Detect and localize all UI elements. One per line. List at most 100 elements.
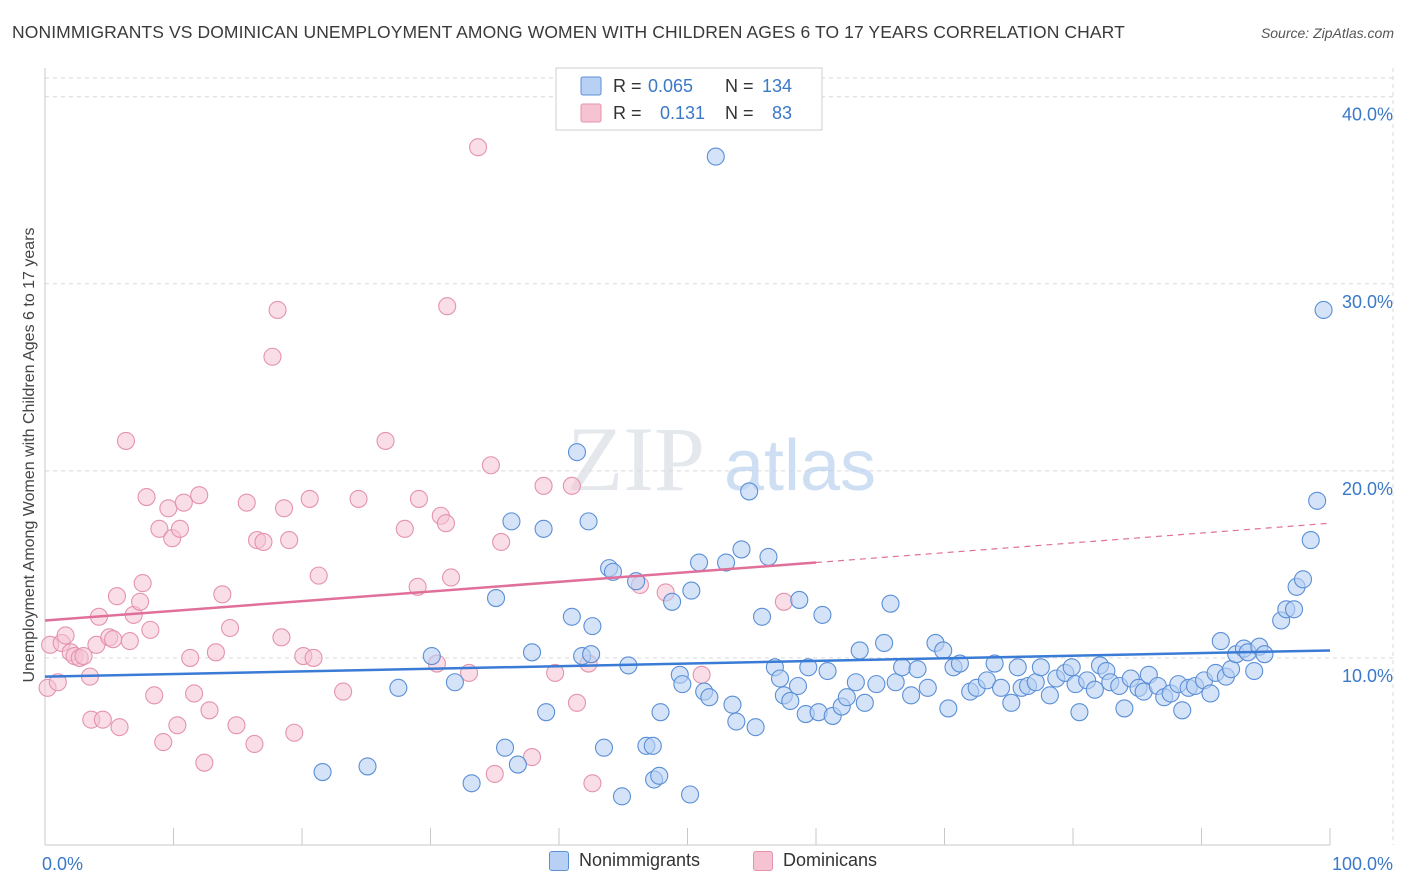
nonimmigrants-point-10 — [508, 755, 527, 774]
x-tick-label-1: 100.0% — [1332, 854, 1393, 874]
nonimmigrants-point-32 — [673, 675, 692, 694]
dominicans-point-59 — [395, 519, 414, 538]
dominicans-point-74 — [546, 663, 565, 682]
nonimmigrants-point-118 — [1245, 661, 1264, 681]
legend-n-value-2: 83 — [772, 103, 792, 123]
dominicans-point-57 — [349, 489, 368, 508]
dominicans-point-71 — [492, 532, 511, 551]
legend-swatch-dominicans — [580, 103, 602, 123]
nonimmigrants-point-42 — [746, 718, 765, 737]
dominicans-point-36 — [195, 753, 214, 772]
dominicans-point-50 — [280, 531, 299, 550]
x-tick-label-0: 0.0% — [42, 854, 83, 874]
legend-r-label-1: R = — [613, 76, 642, 96]
dominicans-point-61 — [409, 489, 428, 508]
dominicans-trend-line — [44, 561, 817, 622]
nonimmigrants-point-64 — [886, 673, 905, 692]
nonimmigrants-point-40 — [732, 540, 751, 559]
nonimmigrants-point-36 — [700, 688, 719, 707]
dominicans-point-53 — [300, 489, 319, 508]
legend-r-label-2: R = — [613, 103, 642, 123]
nonimmigrants-point-49 — [788, 676, 808, 696]
nonimmigrants-point-33 — [682, 581, 701, 600]
dominicans-point-69 — [481, 456, 500, 475]
y-tick-label-3: 40.0% — [1342, 105, 1393, 125]
trend-lines — [44, 522, 1331, 678]
chart-title: NONIMMIGRANTS VS DOMINICAN UNEMPLOYMENT … — [12, 22, 1125, 42]
nonimmigrants-point-5 — [486, 589, 506, 608]
dominicans-point-47 — [268, 300, 287, 320]
nonimmigrants-point-29 — [651, 703, 670, 722]
dominicans-point-22 — [133, 574, 152, 593]
legend-item-nonimmigrants: Nonimmigrants — [549, 850, 700, 871]
axes — [44, 68, 1331, 846]
nonimmigrants-point-19 — [594, 738, 614, 757]
nonimmigrants-point-7 — [534, 519, 553, 538]
legend-item-dominicans: Dominicans — [753, 850, 877, 871]
dominicans-point-25 — [145, 686, 164, 705]
nonimmigrants-point-128 — [1314, 300, 1333, 320]
dominicans-point-40 — [220, 618, 240, 638]
x-tick-labels: 0.0% 100.0% — [42, 854, 1393, 874]
dominicans-point-4 — [56, 626, 75, 645]
dominicans-point-30 — [168, 716, 187, 735]
nonimmigrants-point-97 — [1115, 699, 1134, 718]
nonimmigrants-point-0 — [313, 762, 332, 782]
dominicans-point-72 — [522, 748, 542, 767]
y-tick-label-1: 20.0% — [1342, 479, 1393, 499]
legend-swatch-pink — [753, 850, 773, 871]
dominicans-point-51 — [285, 723, 304, 742]
dominicans-point-35 — [190, 486, 209, 505]
dominicans-point-73 — [534, 476, 553, 495]
nonimmigrants-point-43 — [752, 607, 772, 626]
legend-n-label-2: N = — [725, 103, 754, 123]
nonimmigrants-point-8 — [462, 774, 481, 793]
series-dominicans-points — [38, 138, 793, 793]
legend-label-dominicans: Dominicans — [783, 850, 878, 870]
dominicans-point-82 — [774, 592, 793, 611]
nonimmigrants-point-83 — [1026, 673, 1045, 692]
watermark-zip: ZIP — [567, 408, 705, 510]
dominicans-point-65 — [438, 297, 457, 316]
nonimmigrants-point-112 — [1211, 632, 1230, 651]
nonimmigrants-point-6 — [502, 512, 521, 531]
nonimmigrants-point-77 — [985, 654, 1004, 673]
dominicans-point-8 — [74, 647, 93, 666]
nonimmigrants-point-54 — [818, 661, 837, 681]
dominicans-point-16 — [107, 587, 127, 606]
nonimmigrants-point-28 — [650, 766, 669, 785]
dominicans-point-55 — [309, 566, 328, 585]
nonimmigrants-point-78 — [991, 678, 1011, 697]
nonimmigrants-point-38 — [723, 695, 742, 714]
legend-n-label-1: N = — [725, 76, 754, 96]
nonimmigrants-point-127 — [1308, 491, 1327, 510]
dominicans-point-76 — [567, 693, 587, 712]
nonimmigrants-point-12 — [537, 703, 556, 722]
dominicans-point-18 — [116, 431, 136, 450]
dominicans-point-34 — [185, 684, 204, 703]
nonimmigrants-point-9 — [495, 738, 515, 757]
dominicans-point-33 — [181, 648, 200, 667]
nonimmigrants-point-85 — [1040, 686, 1059, 705]
nonimmigrants-point-61 — [867, 675, 886, 694]
nonimmigrants-point-76 — [977, 671, 996, 690]
nonimmigrants-point-1 — [358, 757, 377, 776]
nonimmigrants-point-3 — [422, 647, 441, 666]
nonimmigrants-point-120 — [1255, 645, 1274, 664]
nonimmigrants-point-26 — [643, 736, 662, 755]
legend-bottom: Nonimmigrants Dominicans — [0, 850, 1406, 880]
nonimmigrants-point-80 — [1008, 658, 1027, 677]
dominicans-point-38 — [206, 643, 225, 662]
nonimmigrants-point-18 — [583, 617, 602, 636]
nonimmigrants-point-59 — [850, 641, 869, 660]
dominicans-point-24 — [141, 620, 160, 639]
nonimmigrants-point-58 — [846, 673, 865, 692]
nonimmigrants-point-14 — [567, 443, 587, 462]
dominicans-point-43 — [245, 734, 264, 754]
legend-n-value-1: 134 — [762, 76, 792, 96]
dominicans-point-17 — [110, 718, 129, 737]
legend-label-nonimmigrants: Nonimmigrants — [579, 850, 701, 870]
nonimmigrants-point-39 — [727, 712, 746, 731]
dominicans-point-28 — [159, 499, 178, 518]
watermark: ZIP atlas — [567, 408, 876, 510]
